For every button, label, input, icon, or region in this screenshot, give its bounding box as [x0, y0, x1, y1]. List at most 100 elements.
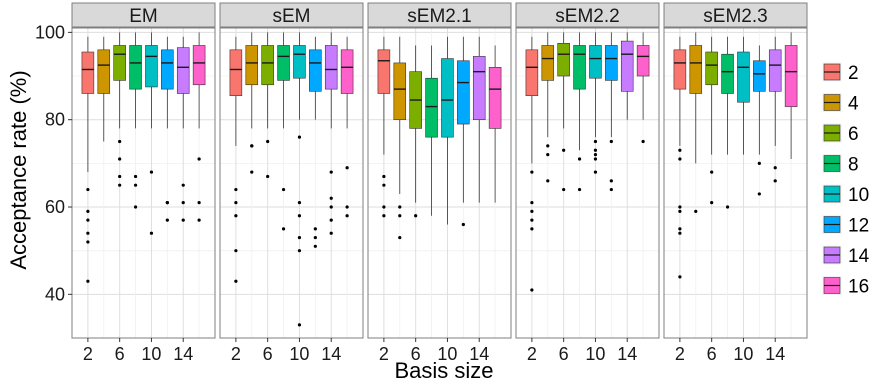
box-12 — [161, 36, 174, 222]
outlier-point — [577, 187, 582, 192]
box-body — [97, 49, 111, 94]
x-tick-label: 14 — [617, 344, 637, 364]
outlier-point — [118, 174, 122, 179]
box-body — [525, 49, 539, 96]
box-2 — [525, 36, 539, 292]
x-tick-label: 10 — [585, 344, 605, 364]
x-tick-label: 6 — [559, 344, 569, 364]
facet-panel-sem2-1: sEM2.1 2 6 10 14 — [367, 2, 512, 364]
outlier-point — [313, 244, 317, 248]
facet-strip — [515, 2, 660, 28]
box-6 — [261, 32, 274, 179]
panel-border — [71, 27, 216, 339]
box-body — [176, 47, 190, 94]
outlier-point — [234, 249, 238, 253]
outlier-point — [641, 139, 645, 144]
outlier-point — [773, 179, 777, 183]
facet-strip — [219, 2, 364, 28]
box-body — [636, 45, 650, 77]
box-body — [589, 45, 602, 79]
box-body — [705, 51, 718, 86]
outlier-point — [149, 231, 154, 235]
outlier-point — [329, 196, 333, 200]
box-body — [605, 45, 618, 81]
outlier-point — [133, 174, 138, 179]
x-tick-label: 6 — [263, 344, 273, 364]
outlier-point — [234, 279, 238, 283]
x-tick-label: 2 — [527, 344, 537, 364]
outlier-point — [530, 218, 534, 222]
box-body — [145, 45, 158, 88]
legend-item-12: 12 — [821, 214, 869, 237]
facet-strip — [663, 2, 808, 28]
x-tick-label: 2 — [231, 344, 241, 364]
outlier-point — [609, 179, 613, 183]
panel-border — [367, 27, 512, 339]
legend-label: 14 — [848, 246, 870, 267]
outlier-point — [773, 166, 777, 170]
box-8 — [425, 45, 438, 216]
legend-item-8: 8 — [821, 153, 859, 176]
outlier-point — [86, 279, 90, 283]
outlier-point — [593, 153, 598, 157]
outlier-point — [678, 227, 682, 231]
outlier-point — [609, 187, 613, 192]
outlier-point — [382, 183, 386, 187]
outlier-point — [297, 249, 302, 253]
x-tick-label: 6 — [115, 344, 125, 364]
box-6 — [557, 32, 570, 192]
outlier-point — [678, 275, 682, 279]
outlier-point — [678, 209, 682, 213]
box-body — [277, 45, 290, 81]
legend: 2 4 6 8 10 12 14 16 — [821, 61, 870, 298]
x-tick-label: 14 — [765, 344, 785, 364]
legend-label: 12 — [848, 216, 869, 237]
box-body — [457, 60, 470, 125]
box-16 — [192, 32, 206, 222]
box-16 — [488, 45, 502, 203]
outlier-point — [118, 139, 122, 144]
outlier-point — [757, 192, 761, 196]
y-axis-label: Acceptance rate (%) — [6, 70, 31, 269]
outlier-point — [313, 235, 317, 240]
outlier-point — [694, 209, 698, 213]
box-12 — [309, 36, 322, 248]
outlier-point — [297, 235, 302, 240]
panel-border — [515, 27, 660, 339]
outlier-point — [725, 205, 730, 209]
x-tick-label: 14 — [173, 344, 193, 364]
box-body — [324, 45, 338, 90]
outlier-point — [678, 148, 682, 152]
box-body — [81, 51, 95, 94]
outlier-point — [530, 227, 534, 231]
box-14 — [324, 32, 338, 235]
plot-area — [72, 28, 215, 338]
outlier-point — [297, 214, 302, 218]
y-tick-label: 80 — [45, 110, 65, 130]
plot-area — [368, 28, 511, 338]
box-6 — [113, 32, 126, 187]
facet-strip — [71, 2, 216, 28]
facet-panel-sem2-2: sEM2.2 2 6 10 14 — [515, 2, 660, 364]
x-tick-label: 6 — [707, 344, 717, 364]
outlier-point — [710, 170, 714, 174]
legend-label: 6 — [848, 124, 859, 145]
outlier-point — [398, 205, 402, 209]
box-body — [129, 45, 142, 90]
x-tick-label: 14 — [321, 344, 341, 364]
outlier-point — [133, 183, 138, 187]
outlier-point — [86, 209, 90, 213]
outlier-point — [329, 170, 333, 174]
legend-label: 10 — [848, 185, 869, 206]
box-12 — [457, 36, 470, 227]
box-body — [425, 77, 438, 138]
y-tick-label: 60 — [45, 197, 65, 217]
x-tick-label: 10 — [289, 344, 309, 364]
outlier-point — [577, 157, 582, 161]
x-tick-label: 10 — [733, 344, 753, 364]
box-body — [753, 60, 766, 92]
box-8 — [129, 32, 142, 209]
legend-item-14: 14 — [821, 244, 870, 267]
box-14 — [472, 36, 486, 203]
box-body — [441, 58, 454, 138]
